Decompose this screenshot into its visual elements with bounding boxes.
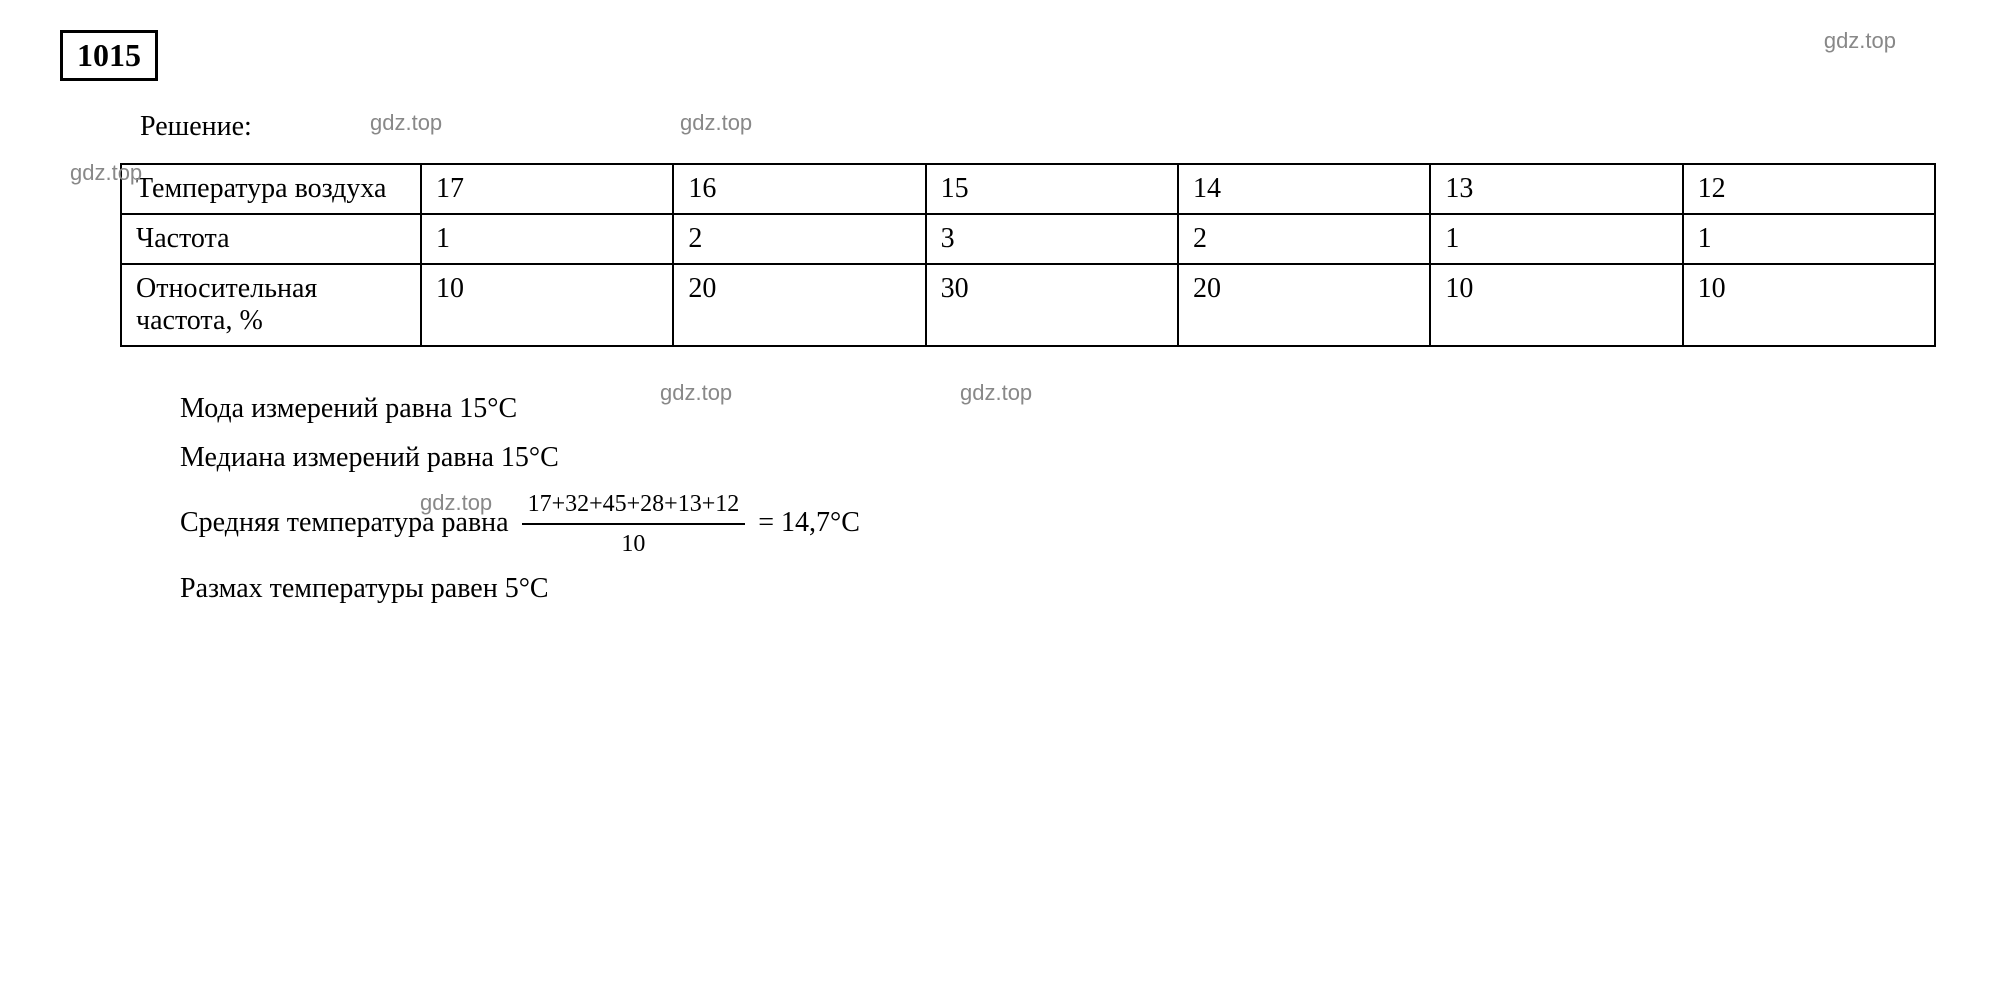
table-cell: 30 [926, 264, 1178, 346]
median-result: Медиана измерений равна 15°C [180, 436, 1936, 481]
mean-fraction: 17+32+45+28+13+12 10 [522, 485, 746, 564]
table-cell: 17 [421, 164, 673, 214]
fraction-numerator: 17+32+45+28+13+12 [522, 485, 746, 525]
table-cell: 16 [673, 164, 925, 214]
problem-number: 1015 [60, 30, 158, 81]
table-row: Частота 1 2 3 2 1 1 [121, 214, 1935, 264]
row-label: Температура воздуха [121, 164, 421, 214]
table-cell: 14 [1178, 164, 1430, 214]
table-cell: 20 [673, 264, 925, 346]
table-cell: 10 [1430, 264, 1682, 346]
table-cell: 2 [1178, 214, 1430, 264]
row-label: Частота [121, 214, 421, 264]
table-cell: 10 [1683, 264, 1935, 346]
table-cell: 2 [673, 214, 925, 264]
watermark: gdz.top [1824, 28, 1896, 54]
frequency-table: Температура воздуха 17 16 15 14 13 12 Ча… [120, 163, 1936, 347]
table-row: Температура воздуха 17 16 15 14 13 12 [121, 164, 1935, 214]
table-cell: 1 [421, 214, 673, 264]
table-cell: 1 [1683, 214, 1935, 264]
solution-label: Решение: [140, 111, 1936, 143]
table-cell: 13 [1430, 164, 1682, 214]
mode-result: Мода измерений равна 15°C [180, 387, 1936, 432]
row-label: Относительная частота, % [121, 264, 421, 346]
table-cell: 3 [926, 214, 1178, 264]
results-block: Мода измерений равна 15°C Медиана измере… [180, 387, 1936, 612]
fraction-denominator: 10 [522, 525, 746, 563]
table-cell: 1 [1430, 214, 1682, 264]
range-result: Размах температуры равен 5°C [180, 567, 1936, 612]
mean-suffix: = 14,7°C [758, 506, 860, 537]
mean-result: Средняя температура равна 17+32+45+28+13… [180, 485, 1936, 564]
solution-label-text: Решение: [140, 111, 252, 142]
table-cell: 10 [421, 264, 673, 346]
mean-prefix: Средняя температура равна [180, 506, 516, 537]
table-cell: 15 [926, 164, 1178, 214]
solution-content: Решение: gdz.top gdz.top gdz.top gdz.top… [120, 111, 1936, 612]
table-row: Относительная частота, % 10 20 30 20 10 … [121, 264, 1935, 346]
table-cell: 12 [1683, 164, 1935, 214]
table-cell: 20 [1178, 264, 1430, 346]
